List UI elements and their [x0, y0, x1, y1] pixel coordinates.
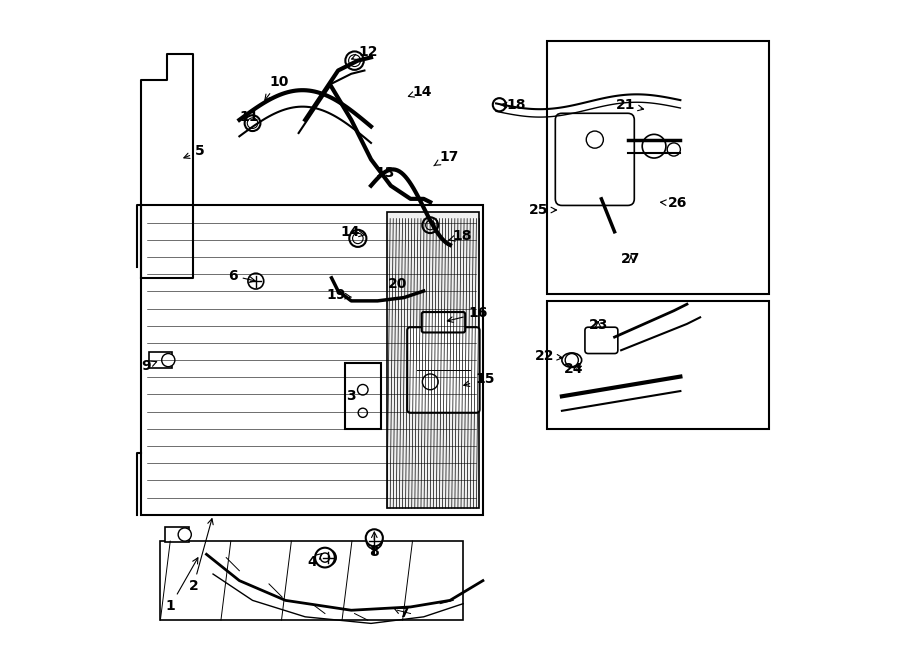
- Bar: [387, 212, 480, 508]
- Ellipse shape: [562, 353, 581, 368]
- Text: 2: 2: [188, 519, 213, 594]
- Circle shape: [586, 131, 603, 148]
- Text: 22: 22: [535, 349, 562, 363]
- Bar: [547, 301, 770, 429]
- Text: 8: 8: [369, 532, 379, 559]
- Circle shape: [365, 529, 382, 547]
- Text: 21: 21: [616, 98, 644, 112]
- Text: 17: 17: [434, 149, 458, 166]
- Text: 18: 18: [449, 229, 472, 243]
- Text: 14: 14: [409, 85, 431, 98]
- Text: 12: 12: [352, 45, 378, 59]
- Text: 27: 27: [621, 252, 641, 266]
- FancyBboxPatch shape: [422, 312, 465, 332]
- Text: 16: 16: [447, 306, 488, 323]
- Text: 6: 6: [228, 269, 256, 283]
- Text: 26: 26: [661, 196, 687, 210]
- Circle shape: [667, 143, 680, 156]
- Text: 14: 14: [340, 225, 365, 239]
- Bar: [148, 352, 172, 368]
- Text: 25: 25: [529, 203, 556, 217]
- Text: 11: 11: [239, 110, 259, 124]
- Bar: [140, 206, 483, 515]
- Text: 23: 23: [589, 318, 608, 332]
- Bar: [345, 364, 381, 429]
- Text: 13: 13: [376, 166, 395, 180]
- Text: 24: 24: [564, 362, 583, 376]
- Circle shape: [320, 553, 329, 563]
- FancyBboxPatch shape: [555, 113, 634, 206]
- Bar: [165, 527, 189, 543]
- Circle shape: [178, 528, 192, 541]
- Text: 18: 18: [500, 98, 526, 112]
- Circle shape: [162, 354, 175, 367]
- Text: 1: 1: [166, 558, 198, 613]
- Circle shape: [643, 134, 666, 158]
- Text: 4: 4: [307, 553, 322, 569]
- Text: 20: 20: [388, 277, 407, 291]
- FancyBboxPatch shape: [407, 327, 480, 412]
- Text: 19: 19: [327, 288, 351, 302]
- Circle shape: [565, 354, 579, 367]
- Text: 10: 10: [265, 75, 289, 100]
- Text: 5: 5: [184, 144, 205, 159]
- Text: 15: 15: [464, 372, 495, 387]
- Text: 3: 3: [346, 389, 356, 403]
- Text: 9: 9: [141, 359, 157, 373]
- Bar: [160, 541, 464, 620]
- Text: 7: 7: [393, 606, 409, 620]
- Bar: [547, 41, 770, 294]
- Circle shape: [315, 548, 335, 567]
- FancyBboxPatch shape: [585, 327, 617, 354]
